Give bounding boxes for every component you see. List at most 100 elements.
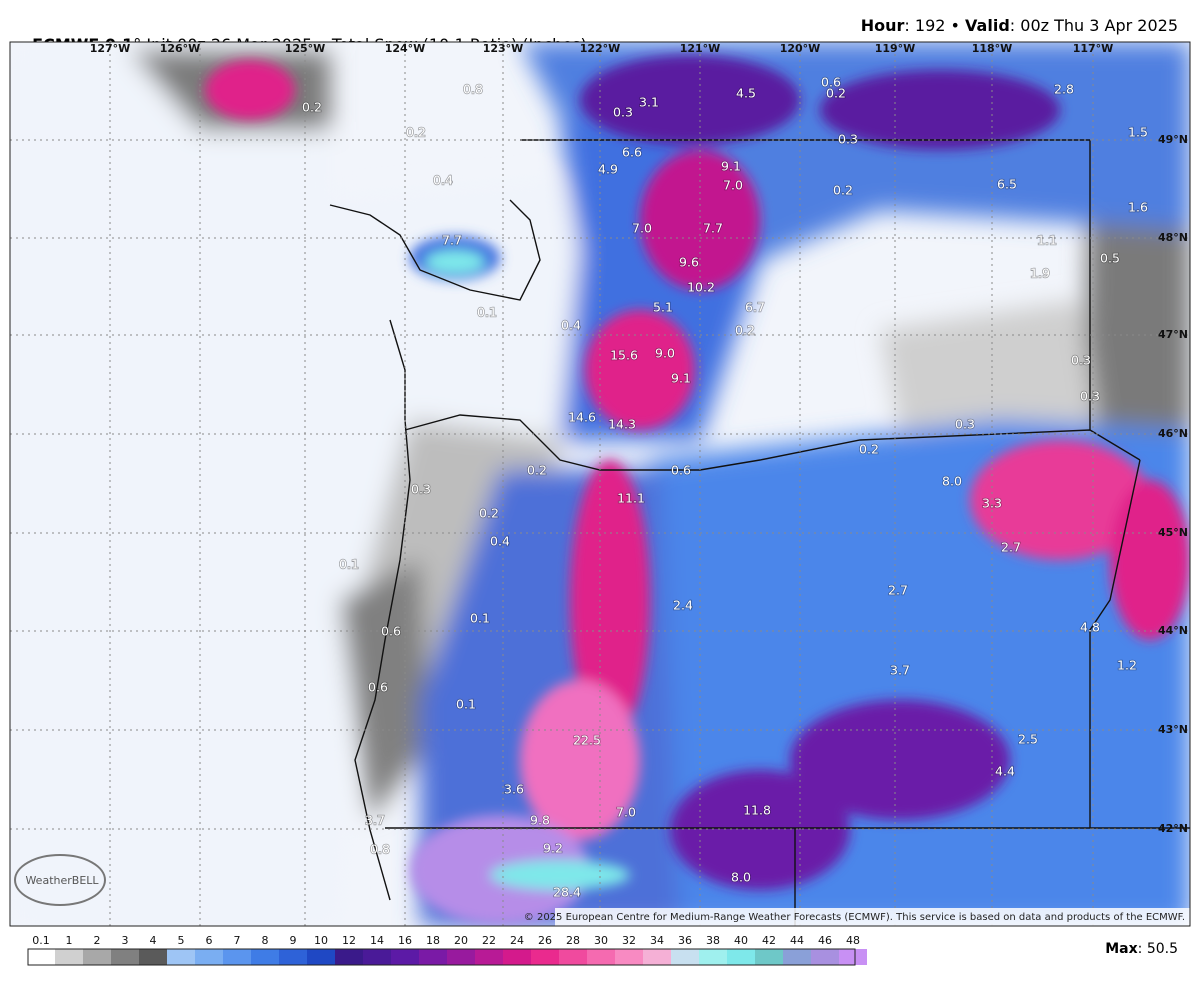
snow-value: 0.3 (613, 105, 633, 120)
colorbar-swatch (839, 949, 867, 965)
colorbar-swatch (531, 949, 559, 965)
colorbar-swatch (615, 949, 643, 965)
colorbar-swatch (28, 949, 55, 965)
colorbar-label: 26 (538, 934, 552, 947)
snow-value: 0.6 (821, 75, 841, 90)
snow-value: 0.6 (671, 463, 691, 478)
colorbar-label: 38 (706, 934, 720, 947)
snow-value: 15.6 (610, 348, 638, 363)
hour-value: : 192 • (904, 16, 966, 35)
snow-value: 0.6 (368, 680, 388, 695)
snow-value: 0.2 (479, 506, 499, 521)
snow-value: 2.8 (1054, 82, 1074, 97)
snow-value: 0.3 (955, 417, 975, 432)
snow-value: 22.5 (573, 733, 601, 748)
snow-value: 7.0 (632, 221, 652, 236)
colorbar-swatch (503, 949, 531, 965)
latitude-label: 43°N (1158, 723, 1188, 736)
colorbar-swatch (699, 949, 727, 965)
snow-value: 0.1 (456, 697, 476, 712)
colorbar-swatch (223, 949, 251, 965)
colorbar-swatch (83, 949, 111, 965)
colorbar-swatch (335, 949, 363, 965)
snow-value: 9.2 (543, 841, 563, 856)
latitude-label: 49°N (1158, 133, 1188, 146)
snow-value: 0.3 (1071, 353, 1091, 368)
snow-value: 3.6 (504, 782, 524, 797)
colorbar-label: 3 (122, 934, 129, 947)
map: WeatherBELL © 2025 European Centre for M… (10, 42, 1190, 926)
longitude-label: 123°W (483, 42, 524, 55)
snow-value: 8.0 (942, 474, 962, 489)
colorbar-label: 24 (510, 934, 524, 947)
snow-value: 0.2 (406, 125, 426, 140)
snow-value: 0.3 (411, 482, 431, 497)
colorbar-label: 28 (566, 934, 580, 947)
snow-value: 7.0 (616, 805, 636, 820)
colorbar-swatch (755, 949, 783, 965)
snow-value: 2.7 (888, 583, 908, 598)
snow-value: 6.7 (745, 300, 765, 315)
snow-value: 1.1 (1037, 233, 1057, 248)
longitude-label: 124°W (385, 42, 426, 55)
snow-value: 7.7 (442, 233, 462, 248)
snow-value: 5.1 (653, 300, 673, 315)
snow-value: 0.4 (433, 173, 453, 188)
snow-value: 3.7 (890, 663, 910, 678)
snow-value: 6.6 (622, 145, 642, 160)
snow-value: 0.2 (859, 442, 879, 457)
colorbar-label: 40 (734, 934, 748, 947)
snow-value: 2.7 (1001, 540, 1021, 555)
colorbar-swatch (251, 949, 279, 965)
snow-value: 0.3 (838, 132, 858, 147)
snow-value: 0.2 (735, 323, 755, 338)
colorbar-label: 9 (290, 934, 297, 947)
colorbar-label: 18 (426, 934, 440, 947)
colorbar-label: 36 (678, 934, 692, 947)
snow-value: 1.9 (1030, 266, 1050, 281)
snow-value: 9.6 (679, 255, 699, 270)
colorbar-label: 14 (370, 934, 384, 947)
snow-value: 4.5 (736, 86, 756, 101)
snow-value: 2.4 (673, 598, 693, 613)
colorbar-label: 6 (206, 934, 213, 947)
colorbar-swatch (55, 949, 83, 965)
latitude-label: 44°N (1158, 624, 1188, 637)
snow-value: 1.2 (1117, 658, 1137, 673)
colorbar-label: 16 (398, 934, 412, 947)
snow-value: 9.0 (655, 346, 675, 361)
max-value: : 50.5 (1137, 941, 1178, 957)
longitude-label: 119°W (875, 42, 916, 55)
snow-value: 1.5 (1128, 125, 1148, 140)
snow-value: 4.8 (1080, 620, 1100, 635)
colorbar-swatch (279, 949, 307, 965)
snow-value: 28.4 (553, 885, 581, 900)
colorbar-label: 34 (650, 934, 664, 947)
snow-value: 14.3 (608, 417, 636, 432)
snow-value: 4.9 (598, 162, 618, 177)
copyright: © 2025 European Centre for Medium-Range … (524, 912, 1185, 923)
snow-value: 0.3 (1080, 389, 1100, 404)
snow-value: 14.6 (568, 410, 596, 425)
colorbar-label: 5 (178, 934, 185, 947)
snow-value: 3.3 (982, 496, 1002, 511)
colorbar-swatch (363, 949, 391, 965)
snow-value: 0.6 (381, 624, 401, 639)
snow-value: 1.6 (1128, 200, 1148, 215)
snow-value: 0.5 (1100, 251, 1120, 266)
colorbar-swatch (139, 949, 167, 965)
longitude-label: 127°W (90, 42, 131, 55)
colorbar-label: 42 (762, 934, 776, 947)
valid-value: : 00z Thu 3 Apr 2025 (1009, 16, 1178, 35)
snow-value: 0.1 (470, 611, 490, 626)
snow-value: 11.8 (743, 803, 771, 818)
snow-value: 9.1 (671, 371, 691, 386)
longitude-label: 126°W (160, 42, 201, 55)
max: Max: 50.5 (1105, 941, 1178, 957)
colorbar-swatch (111, 949, 139, 965)
colorbar-label: 12 (342, 934, 356, 947)
colorbar-swatch (587, 949, 615, 965)
valid-label: Valid (965, 16, 1010, 35)
